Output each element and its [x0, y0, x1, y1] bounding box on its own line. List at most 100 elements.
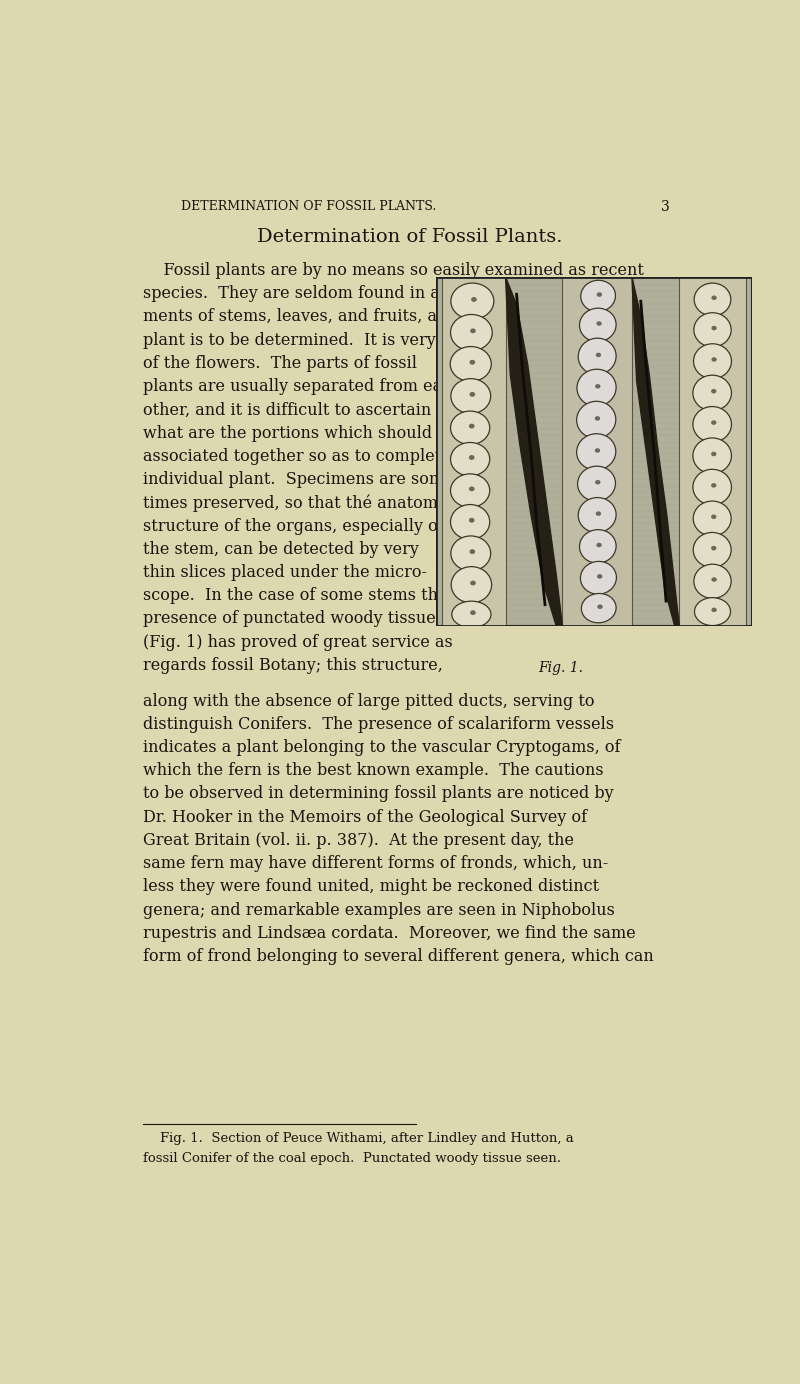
- Ellipse shape: [596, 321, 602, 325]
- Text: along with the absence of large pitted ducts, serving to: along with the absence of large pitted d…: [143, 692, 595, 710]
- Ellipse shape: [579, 530, 616, 563]
- Ellipse shape: [578, 498, 616, 533]
- Ellipse shape: [711, 451, 717, 457]
- Text: regards fossil Botany; this structure,: regards fossil Botany; this structure,: [143, 657, 443, 674]
- Text: Great Britain (vol. ii. p. 387).  At the present day, the: Great Britain (vol. ii. p. 387). At the …: [143, 832, 574, 848]
- Ellipse shape: [711, 357, 717, 361]
- Text: ments of stems, leaves, and fruits, are the data by which the: ments of stems, leaves, and fruits, are …: [143, 309, 637, 325]
- Ellipse shape: [451, 284, 494, 320]
- Ellipse shape: [694, 565, 731, 598]
- Ellipse shape: [694, 501, 731, 536]
- Ellipse shape: [711, 421, 717, 425]
- Ellipse shape: [578, 338, 616, 375]
- Text: individual plant.  Specimens are some-: individual plant. Specimens are some-: [143, 471, 459, 489]
- Text: plant is to be determined.  It is very rare to find any traces: plant is to be determined. It is very ra…: [143, 332, 623, 349]
- Ellipse shape: [579, 309, 616, 342]
- Ellipse shape: [450, 314, 492, 350]
- Ellipse shape: [577, 433, 616, 471]
- Ellipse shape: [711, 325, 717, 331]
- Bar: [679, 277, 746, 626]
- Text: the stem, can be detected by very: the stem, can be detected by very: [143, 541, 419, 558]
- Ellipse shape: [470, 580, 476, 585]
- Text: what are the portions which should be: what are the portions which should be: [143, 425, 458, 441]
- Text: form of frond belonging to several different genera, which can: form of frond belonging to several diffe…: [143, 948, 654, 965]
- Ellipse shape: [596, 353, 601, 357]
- Text: distinguish Conifers.  The presence of scalariform vessels: distinguish Conifers. The presence of sc…: [143, 716, 614, 732]
- Ellipse shape: [469, 424, 474, 429]
- Text: of the flowers.  The parts of fossil: of the flowers. The parts of fossil: [143, 354, 418, 372]
- Ellipse shape: [596, 511, 601, 516]
- Text: Fossil plants are by no means so easily examined as recent: Fossil plants are by no means so easily …: [143, 262, 644, 280]
- Polygon shape: [632, 277, 679, 626]
- Ellipse shape: [577, 401, 616, 439]
- Ellipse shape: [595, 383, 601, 389]
- Ellipse shape: [597, 574, 602, 579]
- Ellipse shape: [581, 562, 617, 594]
- Ellipse shape: [694, 313, 731, 347]
- Text: same fern may have different forms of fronds, which, un-: same fern may have different forms of fr…: [143, 855, 609, 872]
- Text: associated together so as to complete an: associated together so as to complete an: [143, 448, 476, 465]
- Text: times preserved, so that thé anatomical: times preserved, so that thé anatomical: [143, 494, 467, 512]
- Ellipse shape: [469, 518, 474, 523]
- Text: species.  They are seldom found in a complete state.  Frag-: species. They are seldom found in a comp…: [143, 285, 625, 302]
- Text: rupestris and Lindsæa cordata.  Moreover, we find the same: rupestris and Lindsæa cordata. Moreover,…: [143, 925, 636, 943]
- Text: presence of punctated woody tissue: presence of punctated woody tissue: [143, 610, 436, 627]
- Ellipse shape: [581, 281, 615, 311]
- Ellipse shape: [711, 577, 717, 581]
- Ellipse shape: [693, 469, 731, 505]
- Ellipse shape: [470, 328, 476, 334]
- Ellipse shape: [471, 298, 477, 302]
- Ellipse shape: [450, 505, 490, 540]
- Ellipse shape: [693, 375, 731, 411]
- Ellipse shape: [694, 284, 731, 316]
- Ellipse shape: [470, 360, 475, 365]
- Ellipse shape: [711, 608, 717, 612]
- Text: plants are usually separated from each: plants are usually separated from each: [143, 378, 462, 396]
- Text: indicates a plant belonging to the vascular Cryptogams, of: indicates a plant belonging to the vascu…: [143, 739, 621, 756]
- Ellipse shape: [451, 379, 490, 414]
- Ellipse shape: [594, 417, 600, 421]
- Ellipse shape: [711, 295, 717, 300]
- Ellipse shape: [470, 610, 476, 614]
- Ellipse shape: [711, 389, 717, 393]
- Ellipse shape: [711, 545, 717, 551]
- Text: 3: 3: [661, 201, 670, 215]
- Ellipse shape: [452, 601, 491, 628]
- Ellipse shape: [450, 411, 490, 444]
- Ellipse shape: [597, 292, 602, 296]
- Ellipse shape: [577, 370, 616, 406]
- Text: structure of the organs, especially of: structure of the organs, especially of: [143, 518, 444, 534]
- Ellipse shape: [595, 480, 601, 484]
- Ellipse shape: [450, 443, 490, 476]
- Text: Determination of Fossil Plants.: Determination of Fossil Plants.: [258, 228, 562, 246]
- Text: to be observed in determining fossil plants are noticed by: to be observed in determining fossil pla…: [143, 786, 614, 803]
- Bar: [442, 277, 506, 626]
- Ellipse shape: [711, 515, 717, 519]
- Ellipse shape: [470, 549, 475, 554]
- Polygon shape: [506, 277, 562, 626]
- Text: scope.  In the case of some stems the: scope. In the case of some stems the: [143, 587, 448, 605]
- Text: Fig. 1.  Section of Peuce Withami, after Lindley and Hutton, a: Fig. 1. Section of Peuce Withami, after …: [143, 1132, 574, 1145]
- Bar: [562, 277, 632, 626]
- Text: DETERMINATION OF FOSSIL PLANTS.: DETERMINATION OF FOSSIL PLANTS.: [181, 201, 436, 213]
- Text: (Fig. 1) has proved of great service as: (Fig. 1) has proved of great service as: [143, 634, 453, 650]
- Ellipse shape: [598, 605, 602, 609]
- Ellipse shape: [469, 455, 474, 459]
- Ellipse shape: [578, 466, 615, 501]
- Text: other, and it is difficult to ascertain: other, and it is difficult to ascertain: [143, 401, 432, 418]
- Ellipse shape: [694, 343, 731, 379]
- Ellipse shape: [469, 486, 474, 491]
- Text: fossil Conifer of the coal epoch.  Punctated woody tissue seen.: fossil Conifer of the coal epoch. Puncta…: [143, 1151, 562, 1165]
- Text: less they were found united, might be reckoned distinct: less they were found united, might be re…: [143, 879, 599, 895]
- Text: Dr. Hooker in the Memoirs of the Geological Survey of: Dr. Hooker in the Memoirs of the Geologi…: [143, 808, 587, 826]
- Ellipse shape: [450, 346, 491, 382]
- Text: Fig. 1.: Fig. 1.: [538, 660, 583, 674]
- Ellipse shape: [450, 473, 490, 508]
- Ellipse shape: [596, 543, 602, 547]
- Text: which the fern is the best known example.  The cautions: which the fern is the best known example…: [143, 763, 604, 779]
- Ellipse shape: [711, 483, 717, 487]
- Ellipse shape: [470, 392, 475, 397]
- Text: thin slices placed under the micro-: thin slices placed under the micro-: [143, 565, 427, 581]
- Ellipse shape: [693, 407, 731, 441]
- Ellipse shape: [694, 598, 730, 626]
